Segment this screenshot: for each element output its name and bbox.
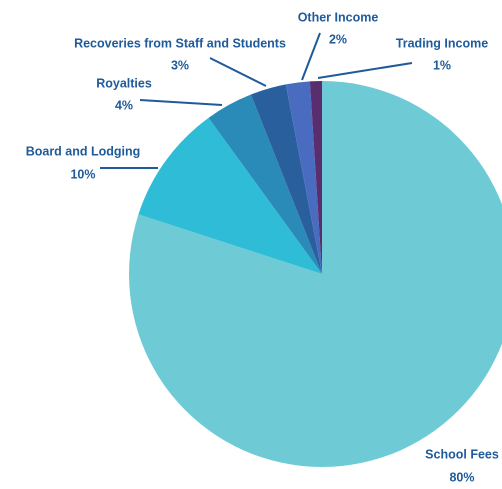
leader-line — [301, 32, 321, 81]
pie-slice — [138, 117, 322, 275]
slice-value: 2% — [329, 32, 347, 46]
slice-value: 3% — [171, 58, 189, 72]
slice-label: Recoveries from Staff and Students — [74, 36, 286, 50]
slice-value: 1% — [433, 58, 451, 72]
pie-slice — [208, 94, 322, 275]
leader-line — [317, 62, 413, 79]
slice-value: 10% — [70, 167, 95, 181]
slice-value: 80% — [449, 470, 474, 484]
pie-slice — [129, 81, 502, 467]
leader-line — [139, 99, 223, 106]
slice-label: Trading Income — [396, 36, 488, 50]
slice-label: Board and Lodging — [26, 144, 141, 158]
pie-slice — [309, 81, 322, 274]
pie-slice — [250, 84, 322, 274]
slice-label: Royalties — [96, 76, 152, 90]
slice-label: School Fees — [425, 447, 499, 461]
slice-label: Other Income — [298, 10, 379, 24]
leader-line — [209, 57, 267, 87]
pie-slice — [285, 81, 322, 274]
slice-value: 4% — [115, 98, 133, 112]
